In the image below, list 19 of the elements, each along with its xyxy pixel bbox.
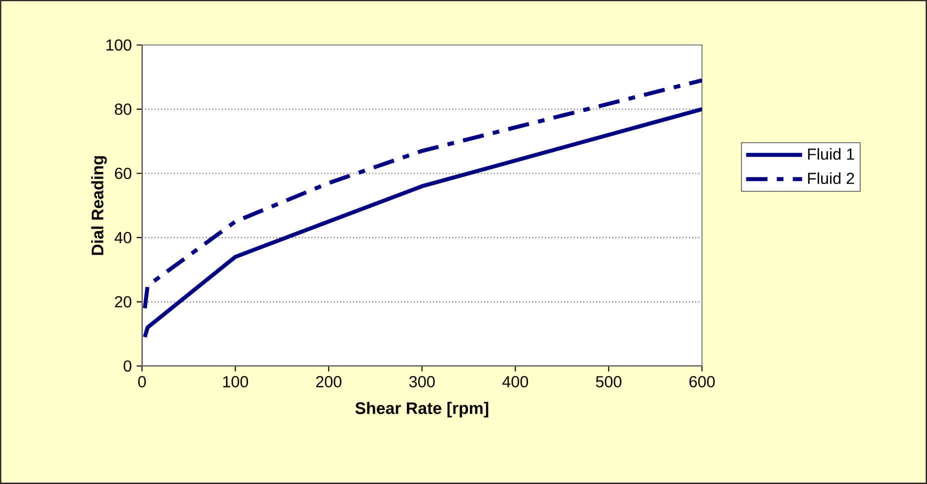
legend-label: Fluid 2 [808,172,854,184]
x-tick-label: 500 [596,376,622,388]
y-tick-label: 20 [114,296,132,308]
line-series [142,107,702,340]
y-tick-label: 80 [114,104,132,115]
x-tick-label: 100 [223,376,248,388]
x-tick-label: 300 [409,376,435,388]
line-series [142,78,702,310]
y-tick-label: 0 [124,360,132,372]
y-axis-title: Dial Reading [91,156,107,255]
y-tick-label: 40 [114,232,132,244]
y-tick-label: 100 [106,39,132,51]
x-tick-label: 600 [689,376,715,388]
x-tick-label: 200 [316,376,342,388]
x-tick-label: 0 [138,376,146,388]
y-tick-label: 60 [114,168,132,180]
x-tick-label: 400 [502,376,528,388]
x-axis-title: Shear Rate [rpm] [355,402,488,418]
legend-label: Fluid 1 [808,148,854,160]
